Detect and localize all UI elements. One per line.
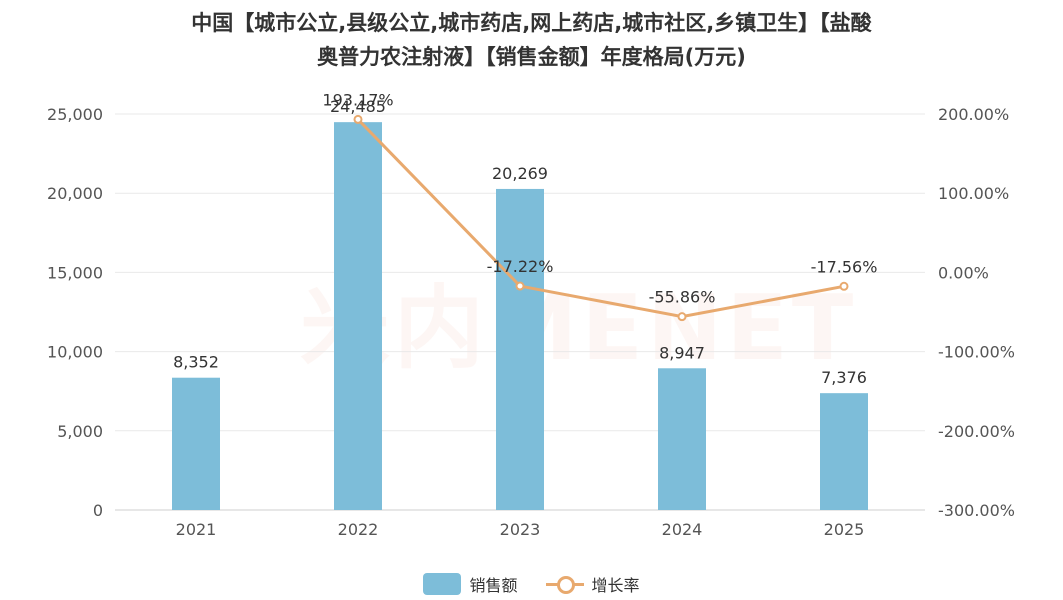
- legend-label-sales: 销售额: [469, 576, 518, 595]
- bar: [658, 368, 706, 510]
- y-left-tick-label: 15,000: [47, 263, 103, 282]
- growth-point: [677, 312, 687, 322]
- legend-item-growth[interactable]: 增长率: [545, 572, 640, 596]
- y-left-tick-label: 0: [93, 501, 103, 520]
- y-right-tick-label: -100.00%: [938, 343, 1015, 362]
- y-left-tick-label: 20,000: [47, 184, 103, 203]
- bar: [172, 377, 220, 510]
- y-left-tick-label: 25,000: [47, 105, 103, 124]
- y-right-tick-label: -200.00%: [938, 422, 1015, 441]
- x-tick-label: 2021: [176, 520, 217, 539]
- growth-data-label: 193.17%: [322, 90, 393, 109]
- chart-title-line2: 奥普力农注射液】【销售金额】年度格局(万元): [317, 45, 746, 69]
- legend-swatch-bar: [423, 573, 462, 595]
- x-tick-label: 2024: [662, 520, 703, 539]
- x-tick-label: 2022: [338, 520, 379, 539]
- bar-data-label: 8,947: [659, 343, 705, 362]
- growth-data-label: -55.86%: [649, 288, 716, 307]
- bar: [820, 393, 868, 510]
- growth-point: [839, 281, 849, 291]
- growth-data-label: -17.22%: [487, 257, 554, 276]
- x-tick-label: 2023: [500, 520, 541, 539]
- y-right-tick-label: 200.00%: [938, 105, 1009, 124]
- y-right-tick-label: 100.00%: [938, 184, 1009, 203]
- legend-label-growth: 增长率: [591, 576, 640, 595]
- x-tick-label: 2025: [824, 520, 865, 539]
- chart-title: 中国【城市公立,县级公立,城市药店,网上药店,城市社区,乡镇卫生】【盐酸 奥普力…: [0, 6, 1063, 74]
- y-left-tick-label: 5,000: [57, 422, 103, 441]
- growth-data-label: -17.56%: [811, 257, 878, 276]
- watermark: 米内MENET: [300, 276, 858, 381]
- legend-item-sales[interactable]: 销售额: [423, 572, 518, 596]
- y-right-tick-label: 0.00%: [938, 263, 989, 282]
- bar-data-label: 20,269: [492, 164, 548, 183]
- growth-point: [515, 281, 525, 291]
- legend-swatch-line: [545, 573, 584, 595]
- bar-data-label: 8,352: [173, 353, 219, 372]
- y-left-tick-label: 10,000: [47, 343, 103, 362]
- legend: 销售额 增长率: [0, 572, 1063, 596]
- bar: [496, 188, 544, 511]
- bar-data-label: 24,485: [330, 97, 386, 116]
- bar-data-label: 7,376: [821, 368, 867, 387]
- combo-chart: 0 5,000 10,000 15,000 20,000 25,000 -300.00% -2…: [47, 90, 1015, 539]
- growth-point: [353, 114, 363, 124]
- chart-title-line1: 中国【城市公立,县级公立,城市药店,网上药店,城市社区,乡镇卫生】【盐酸: [191, 11, 872, 35]
- bar: [334, 122, 382, 511]
- growth-line: [356, 118, 845, 319]
- y-right-tick-label: -300.00%: [938, 501, 1015, 520]
